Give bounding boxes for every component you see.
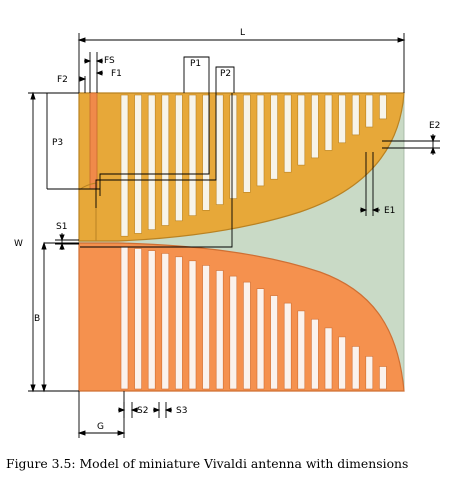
top-slot	[243, 94, 251, 193]
feed-dimension-lines	[79, 52, 103, 93]
bottom-slot	[215, 270, 224, 390]
bottom-dimension-lines	[77, 391, 172, 438]
label-L: L	[240, 28, 245, 38]
label-FS: FS	[104, 56, 115, 66]
label-E2: E2	[429, 121, 440, 131]
bottom-slot	[161, 253, 170, 390]
label-F2: F2	[57, 75, 68, 85]
label-W: W	[14, 239, 23, 249]
l-dimension-line	[77, 33, 406, 93]
top-slot	[147, 94, 156, 230]
s1-dimension-line	[55, 233, 79, 250]
bottom-slot	[283, 302, 292, 390]
top-slot	[188, 94, 197, 216]
w-b-dimension-lines	[28, 91, 79, 393]
top-slot	[229, 94, 238, 199]
bottom-slot	[379, 366, 387, 390]
bottom-slot	[311, 318, 319, 390]
top-slot	[134, 94, 142, 234]
figure-caption: Figure 3.5: Model of miniature Vivaldi a…	[6, 456, 408, 471]
bottom-patch	[78, 242, 405, 392]
label-P3: P3	[52, 138, 63, 148]
bottom-slot-array	[120, 246, 387, 390]
top-slot	[161, 94, 170, 226]
top-slot-array	[120, 94, 387, 237]
top-patch	[78, 92, 405, 242]
top-slot	[338, 94, 346, 144]
top-slot	[324, 94, 333, 151]
top-slot	[270, 94, 278, 180]
label-S2: S2	[137, 406, 148, 416]
label-S3: S3	[176, 406, 187, 416]
label-G: G	[97, 422, 104, 432]
bottom-slot	[270, 295, 278, 390]
top-slot	[202, 94, 210, 211]
bottom-slot	[188, 260, 197, 390]
feed-line	[89, 92, 98, 190]
label-P1: P1	[190, 59, 201, 69]
top-slot	[365, 94, 374, 128]
bottom-slot	[147, 250, 156, 390]
top-slot	[311, 94, 319, 159]
bottom-slot	[134, 248, 142, 390]
bottom-slot	[338, 336, 346, 390]
bottom-slot	[243, 281, 251, 390]
label-S1: S1	[56, 222, 67, 232]
top-slot	[297, 94, 306, 166]
bottom-slot	[120, 246, 129, 390]
label-E1: E1	[384, 206, 395, 216]
top-slot	[120, 94, 129, 237]
bottom-slot	[365, 355, 374, 390]
bottom-slot	[202, 265, 210, 390]
bottom-slot	[297, 310, 306, 390]
top-slot	[175, 94, 183, 222]
label-F1: F1	[111, 69, 122, 79]
label-P2: P2	[220, 69, 231, 79]
top-slot	[215, 94, 224, 205]
bottom-slot	[351, 346, 360, 390]
label-B: B	[34, 314, 40, 324]
top-slot	[351, 94, 360, 136]
bottom-slot	[229, 275, 238, 390]
top-slot	[379, 94, 387, 120]
p-dimension-leaders	[46, 56, 235, 248]
top-slot	[283, 94, 292, 173]
bottom-slot	[256, 288, 265, 390]
top-slot	[256, 94, 265, 187]
bottom-slot	[324, 327, 333, 390]
bottom-slot	[175, 256, 183, 390]
e-dimension-lines	[360, 134, 440, 216]
